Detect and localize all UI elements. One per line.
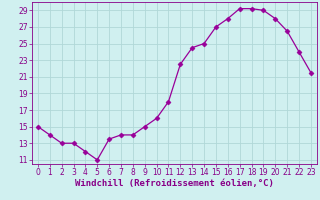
X-axis label: Windchill (Refroidissement éolien,°C): Windchill (Refroidissement éolien,°C) xyxy=(75,179,274,188)
